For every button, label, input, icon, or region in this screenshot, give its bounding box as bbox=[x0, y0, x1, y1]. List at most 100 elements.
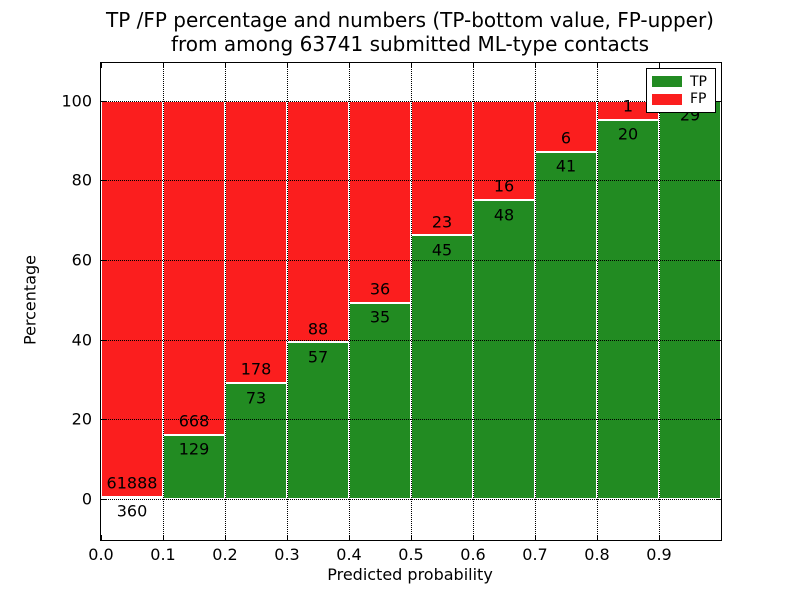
y-axis-label: Percentage bbox=[20, 254, 40, 346]
bar-segment-tp bbox=[287, 342, 349, 499]
tp-count-label: 35 bbox=[369, 307, 391, 327]
x-tick bbox=[225, 535, 226, 540]
bar-segment-fp bbox=[101, 100, 163, 497]
plot-area: 0 20 40 60 80 100 0.0 0.1 0.2 0.3 0.4 0.5 0.6 0.7 0.8 0… bbox=[61, 62, 722, 564]
tp-count-label: 41 bbox=[555, 156, 577, 176]
bar-segment-tp bbox=[597, 119, 659, 499]
x-grid-line bbox=[163, 63, 164, 540]
y-tick bbox=[101, 100, 106, 102]
x-tick bbox=[411, 535, 412, 540]
y-tick-label: 0 bbox=[81, 489, 92, 509]
bar-segment-tp bbox=[411, 235, 473, 499]
x-tick bbox=[225, 63, 226, 68]
y-tick bbox=[101, 260, 106, 262]
x-grid-line bbox=[535, 63, 536, 540]
y-tick bbox=[716, 498, 721, 500]
x-tick-label: 0.5 bbox=[398, 545, 424, 564]
y-tick bbox=[101, 419, 106, 421]
x-tick-label: 0.7 bbox=[522, 545, 548, 564]
chart-title: TP /FP percentage and numbers (TP-bottom… bbox=[100, 8, 720, 56]
y-tick bbox=[716, 419, 721, 421]
y-tick-label: 60 bbox=[71, 250, 92, 270]
x-tick bbox=[473, 535, 474, 540]
bar-segment-fp bbox=[163, 100, 225, 435]
fp-count-label: 36 bbox=[369, 279, 391, 299]
x-tick bbox=[163, 535, 164, 540]
legend: TP FP bbox=[646, 68, 716, 113]
x-tick-label: 0.0 bbox=[88, 545, 114, 564]
legend-item-tp: TP bbox=[652, 75, 710, 89]
x-tick-label: 0.2 bbox=[212, 545, 238, 564]
tp-count-label: 129 bbox=[178, 439, 210, 459]
legend-item-fp: FP bbox=[652, 92, 710, 106]
bar-segment-fp bbox=[349, 100, 411, 303]
x-tick bbox=[101, 63, 102, 68]
fp-color-swatch bbox=[652, 93, 682, 105]
x-tick bbox=[659, 535, 660, 540]
x-grid-line bbox=[287, 63, 288, 540]
y-tick-label: 40 bbox=[71, 330, 92, 350]
x-tick bbox=[597, 63, 598, 68]
x-tick bbox=[597, 535, 598, 540]
bar-segment-fp bbox=[287, 100, 349, 343]
fp-count-label: 88 bbox=[307, 319, 329, 339]
tp-color-swatch bbox=[652, 76, 682, 88]
fp-count-label: 1 bbox=[622, 96, 634, 116]
x-tick bbox=[411, 63, 412, 68]
x-tick bbox=[287, 63, 288, 68]
chart-title-line-2: from among 63741 submitted ML-type conta… bbox=[170, 32, 650, 56]
tp-count-label: 360 bbox=[116, 501, 148, 521]
x-grid-line bbox=[411, 63, 412, 540]
y-tick-label: 80 bbox=[71, 170, 92, 190]
fp-count-label: 16 bbox=[493, 176, 515, 196]
x-tick-label: 0.1 bbox=[150, 545, 176, 564]
fp-count-label: 668 bbox=[178, 411, 210, 431]
x-grid-line bbox=[659, 63, 660, 540]
bar-segment-tp bbox=[101, 496, 163, 499]
x-grid-line bbox=[473, 63, 474, 540]
y-tick-label: 100 bbox=[61, 91, 92, 111]
x-tick bbox=[473, 63, 474, 68]
x-tick-label: 0.6 bbox=[460, 545, 486, 564]
x-tick bbox=[287, 535, 288, 540]
legend-label-fp: FP bbox=[690, 91, 707, 108]
y-tick-label: 20 bbox=[71, 409, 92, 429]
chart-title-line-1: TP /FP percentage and numbers (TP-bottom… bbox=[106, 8, 714, 32]
tp-count-label: 57 bbox=[307, 347, 329, 367]
bar-segment-fp bbox=[225, 100, 287, 384]
bar-segment-tp bbox=[349, 302, 411, 499]
fp-count-label: 6 bbox=[560, 128, 572, 148]
x-tick-label: 0.9 bbox=[646, 545, 672, 564]
y-tick bbox=[716, 260, 721, 262]
bar-segment-tp bbox=[163, 434, 225, 499]
y-tick bbox=[716, 100, 721, 102]
tp-count-label: 48 bbox=[493, 205, 515, 225]
x-tick bbox=[535, 63, 536, 68]
y-tick bbox=[101, 339, 106, 341]
legend-label-tp: TP bbox=[690, 73, 707, 90]
x-tick bbox=[349, 535, 350, 540]
tp-count-label: 20 bbox=[617, 124, 639, 144]
bar-segment-tp bbox=[473, 200, 535, 499]
bar-segment-tp bbox=[535, 151, 597, 499]
x-grid-line bbox=[349, 63, 350, 540]
tp-count-label: 45 bbox=[431, 240, 453, 260]
x-tick-label: 0.3 bbox=[274, 545, 300, 564]
bar-segment-tp bbox=[659, 100, 721, 499]
y-tick bbox=[101, 498, 106, 500]
x-tick bbox=[349, 63, 350, 68]
fp-count-label: 23 bbox=[431, 212, 453, 232]
x-tick bbox=[659, 63, 660, 68]
y-tick bbox=[716, 180, 721, 182]
x-axis-label: Predicted probability bbox=[327, 565, 493, 584]
fp-count-label: 178 bbox=[240, 359, 272, 379]
x-tick-label: 0.8 bbox=[584, 545, 610, 564]
bar-segment-fp bbox=[411, 100, 473, 236]
x-tick bbox=[163, 63, 164, 68]
x-tick bbox=[535, 535, 536, 540]
fp-count-label: 61888 bbox=[106, 473, 158, 493]
y-tick bbox=[716, 339, 721, 341]
y-tick bbox=[101, 180, 106, 182]
tp-count-label: 73 bbox=[245, 388, 267, 408]
